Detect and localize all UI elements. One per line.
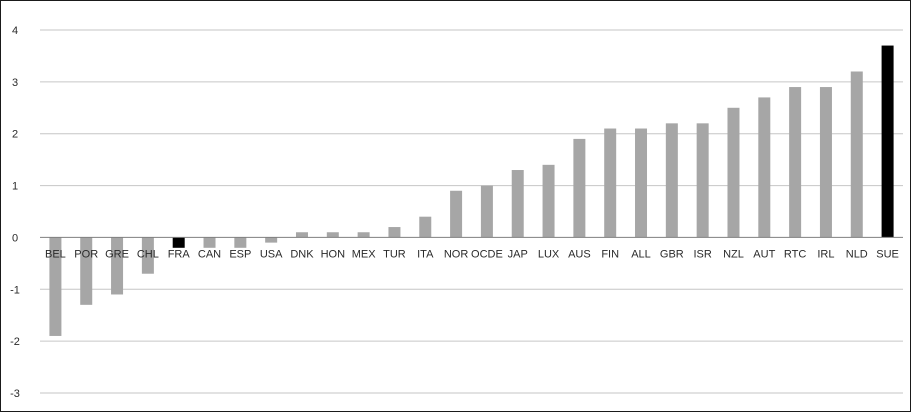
bar-aut	[758, 97, 771, 238]
y-tick-label: 1	[12, 181, 18, 193]
bar-sue	[881, 45, 894, 238]
category-label-fra: FRA	[168, 248, 191, 260]
bar-mex	[357, 232, 370, 238]
bar-fra	[172, 237, 185, 248]
y-tick-label: 2	[12, 129, 18, 141]
category-label-sue: SUE	[876, 248, 899, 260]
category-label-gre: GRE	[105, 248, 129, 260]
bar-nld	[850, 71, 863, 238]
bar-usa	[265, 237, 278, 243]
bar-ita	[419, 216, 432, 238]
category-label-nld: NLD	[846, 248, 868, 260]
bar-irl	[819, 87, 832, 238]
gridlines	[40, 29, 903, 394]
y-tick-label: -1	[10, 284, 20, 296]
category-labels: BEL POR GRE CHL FRA CAN ESP USA DNK HON MEX TUR ITA N…	[45, 248, 899, 260]
bar-lux	[542, 164, 555, 238]
category-label-fin: FIN	[601, 248, 619, 260]
y-tick-label: 0	[12, 232, 18, 244]
category-label-irl: IRL	[817, 248, 834, 260]
category-label-usa: USA	[260, 248, 283, 260]
category-label-ita: ITA	[417, 248, 434, 260]
bar-jap	[511, 170, 524, 238]
category-label-mex: MEX	[352, 248, 377, 260]
y-tick-label: -2	[10, 336, 20, 348]
bar-nor	[450, 190, 463, 238]
category-label-isr: ISR	[693, 248, 711, 260]
bar-can	[203, 237, 216, 248]
bar-isr	[696, 123, 709, 238]
y-tick-label: -3	[10, 388, 20, 400]
category-label-jap: JAP	[508, 248, 528, 260]
bar-tur	[388, 227, 401, 238]
category-label-ocde: OCDE	[471, 248, 503, 260]
category-label-tur: TUR	[383, 248, 406, 260]
category-label-aus: AUS	[568, 248, 591, 260]
category-label-por: POR	[74, 248, 98, 260]
category-label-esp: ESP	[229, 248, 251, 260]
category-label-rtc: RTC	[784, 248, 806, 260]
bar-dnk	[295, 232, 308, 238]
bar-all	[635, 128, 648, 238]
bar-por	[80, 237, 93, 305]
bar-chl	[141, 237, 154, 274]
category-label-hon: HON	[321, 248, 346, 260]
category-label-lux: LUX	[538, 248, 560, 260]
bar-gbr	[665, 123, 678, 238]
bar-fin	[604, 128, 617, 238]
bar-aus	[573, 138, 586, 238]
category-label-bel: BEL	[45, 248, 66, 260]
bar-rtc	[789, 87, 802, 238]
category-label-dnk: DNK	[290, 248, 314, 260]
category-label-can: CAN	[198, 248, 221, 260]
bars	[49, 45, 894, 336]
category-label-nzl: NZL	[723, 248, 744, 260]
bar-ocde	[480, 185, 493, 238]
category-label-aut: AUT	[753, 248, 775, 260]
y-tick-label: 4	[12, 25, 18, 37]
bar-nzl	[727, 107, 740, 238]
category-label-chl: CHL	[137, 248, 159, 260]
category-label-gbr: GBR	[660, 248, 684, 260]
category-label-all: ALL	[631, 248, 651, 260]
bar-gre	[111, 237, 124, 295]
category-label-nor: NOR	[444, 248, 469, 260]
y-tick-label: 3	[12, 77, 18, 89]
y-axis-ticks: 4 3 2 1 0 -1 -2 -3	[10, 25, 20, 400]
bar-hon	[326, 232, 339, 238]
bar-bel	[49, 237, 62, 336]
bar-esp	[234, 237, 247, 248]
